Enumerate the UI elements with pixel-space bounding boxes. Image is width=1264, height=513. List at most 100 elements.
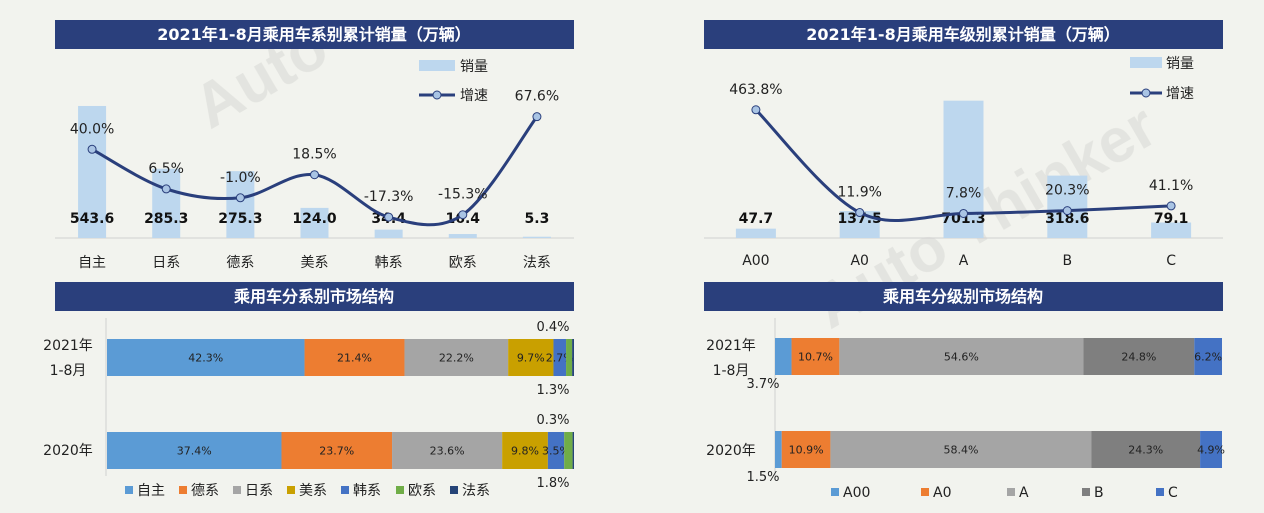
chart3-row1-label: 2021年 — [43, 338, 93, 354]
c3-row1-seg-label-2: 23.6% — [430, 445, 465, 458]
c3-row0-seg-label-1: 21.4% — [337, 352, 372, 365]
c3-row0-seg-2 — [404, 339, 509, 376]
c1-category-4: 韩系 — [375, 255, 403, 271]
chart1-legend-bar: 销量 — [460, 59, 488, 75]
chart2-title: 2021年1-8月乘用车级别累计销量（万辆） — [806, 25, 1119, 44]
c1-category-2: 德系 — [226, 255, 254, 271]
c2-category-1: A0 — [850, 253, 868, 269]
c1-bar-3 — [300, 207, 329, 238]
chart1-title: 2021年1-8月乘用车系别累计销量（万辆） — [157, 25, 470, 44]
c4-row0-seg-2 — [839, 338, 1084, 375]
c4-row0-seg-label-1: 10.7% — [798, 351, 833, 364]
c1-growth-label-0: 40.0% — [70, 121, 114, 137]
c2-category-4: C — [1166, 253, 1176, 269]
chart1-legend-marker — [432, 90, 442, 100]
c1-bar-4 — [374, 229, 403, 238]
chart2-legend-marker — [1141, 88, 1151, 98]
c3-legend-swatch-3 — [287, 486, 295, 494]
c2-bar-label-1: 137.5 — [838, 211, 882, 227]
c2-growth-point-0 — [751, 105, 761, 115]
chart3-title: 乘用车分系别市场结构 — [233, 287, 394, 306]
c4-legend-swatch-3 — [1082, 488, 1090, 496]
c3-row0-seg-1 — [304, 339, 405, 376]
c2-growth-label-0: 463.8% — [729, 82, 782, 98]
c1-category-6: 法系 — [523, 255, 551, 271]
c1-growth-point-2 — [235, 193, 245, 203]
c3-row0-seg-4 — [553, 339, 567, 376]
chart2-legend-bar-swatch — [1130, 57, 1162, 68]
c4-row1-seg-4 — [1200, 431, 1222, 468]
c2-growth-label-1: 11.9% — [837, 185, 881, 201]
c2-bar-4 — [1151, 222, 1192, 238]
c2-bar-label-4: 79.1 — [1154, 211, 1189, 227]
c2-bar-label-3: 318.6 — [1045, 211, 1089, 227]
c2-category-3: B — [1062, 253, 1072, 269]
c1-growth-label-1: 6.5% — [148, 161, 184, 177]
c4-legend-label-0: A00 — [843, 485, 870, 501]
c3-row1-above-label: 0.3% — [536, 413, 569, 428]
chart2-legend-line: 增速 — [1166, 86, 1194, 102]
c1-category-0: 自主 — [78, 255, 106, 271]
c4-legend-swatch-1 — [921, 488, 929, 496]
c2-growth-point-4 — [1166, 201, 1176, 211]
chart-series-sales: 2021年1-8月乘用车系别累计销量（万辆） 543.6 285.3 275.3 12… — [55, 20, 574, 271]
c3-row0-below-label: 1.3% — [536, 383, 569, 398]
c4-legend-label-4: C — [1168, 485, 1178, 501]
c4-row1-seg-2 — [830, 431, 1092, 468]
c3-row1-seg-4 — [547, 432, 565, 469]
c1-bar-label-6: 5.3 — [525, 211, 550, 227]
c3-row1-seg-label-4: 3.5% — [542, 445, 570, 458]
c3-row1-seg-label-3: 9.8% — [511, 445, 539, 458]
c2-growth-point-1 — [855, 208, 865, 218]
c1-growth-point-6 — [532, 112, 542, 122]
chart1-legend-line: 增速 — [460, 88, 488, 104]
chart4-row2-label: 2020年 — [706, 443, 756, 459]
c4-legend-swatch-0 — [831, 488, 839, 496]
c4-row1-below-label: 1.5% — [746, 470, 779, 485]
c1-growth-label-4: -17.3% — [364, 189, 414, 205]
c1-bar-5 — [448, 234, 477, 238]
c3-legend-swatch-4 — [341, 486, 349, 494]
c3-row0-seg-5 — [566, 339, 573, 376]
c4-legend-swatch-4 — [1156, 488, 1164, 496]
c3-legend-swatch-5 — [396, 486, 404, 494]
chart4-title-bar — [704, 282, 1223, 311]
c1-growth-label-6: 67.6% — [515, 89, 559, 105]
c3-row0-above-label: 0.4% — [536, 320, 569, 335]
chart2-group: 2021年1-8月乘用车级别累计销量（万辆） 47.7 137.5 701.3 318… — [704, 20, 1223, 269]
c3-row1-seg-5 — [564, 432, 573, 469]
c4-row1-seg-1 — [781, 431, 831, 468]
chart3-group: 乘用车分系别市场结构 2021年 1-8月 2020年 42.3% 21.4% 22… — [43, 282, 574, 499]
chart4-row1-label: 2021年 — [706, 338, 756, 354]
c4-row1-seg-label-2: 58.4% — [943, 444, 978, 457]
c2-bar-0 — [735, 228, 776, 238]
c3-legend-label-2: 日系 — [245, 483, 273, 499]
c1-bar-2 — [226, 171, 255, 238]
c3-legend-label-6: 法系 — [462, 483, 490, 499]
c4-row0-seg-label-2: 54.6% — [944, 351, 979, 364]
c4-row0-seg-label-4: 6.2% — [1194, 351, 1222, 364]
c3-legend-swatch-0 — [125, 486, 133, 494]
c1-growth-point-3 — [310, 170, 319, 180]
chart3-row1-label-sub: 1-8月 — [50, 363, 87, 379]
c1-growth-label-2: -1.0% — [220, 170, 261, 186]
c3-legend-swatch-2 — [233, 486, 241, 494]
c3-legend-label-5: 欧系 — [408, 483, 436, 499]
c3-legend-swatch-1 — [179, 486, 187, 494]
c1-growth-label-5: -15.3% — [438, 187, 488, 203]
c3-row0-seg-6 — [572, 339, 574, 376]
c4-row0-seg-0 — [775, 338, 792, 375]
c2-bar-label-0: 47.7 — [739, 211, 774, 227]
c4-row1-seg-0 — [775, 431, 782, 468]
c3-row0-seg-0 — [107, 339, 305, 376]
c2-growth-label-4: 41.1% — [1149, 178, 1193, 194]
c4-row0-seg-1 — [791, 338, 840, 375]
c4-legend-swatch-2 — [1007, 488, 1015, 496]
c1-bar-label-3: 124.0 — [292, 211, 337, 227]
c1-bar-label-0: 543.6 — [70, 211, 114, 227]
c3-row0-seg-3 — [508, 339, 554, 376]
chart4-group: 乘用车分级别市场结构 2021年 1-8月 2020年 10.7% 54.6% 24… — [704, 282, 1225, 501]
chart3-row2-label: 2020年 — [43, 443, 93, 459]
c1-bar-label-2: 275.3 — [218, 211, 262, 227]
c3-row1-seg-3 — [502, 432, 548, 469]
